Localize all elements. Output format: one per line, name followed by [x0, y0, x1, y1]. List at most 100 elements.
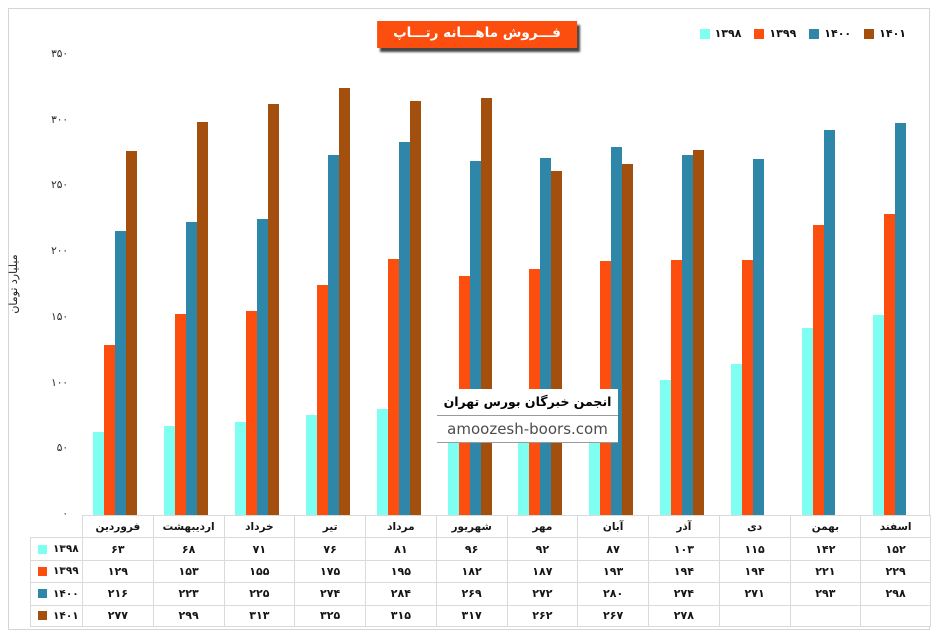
legend-swatch	[754, 28, 765, 39]
bar-group-1	[151, 55, 222, 515]
bar-group-2	[222, 55, 293, 515]
bar	[235, 421, 247, 515]
bar	[447, 388, 459, 515]
bar	[823, 129, 835, 515]
table-cell: ۲۷۴	[648, 582, 719, 605]
bar-group-8	[647, 55, 718, 515]
table-cell: ۸۷	[577, 537, 648, 560]
legend-swatch	[809, 28, 820, 39]
bar	[398, 141, 410, 515]
bar	[730, 363, 742, 515]
bar	[257, 219, 269, 515]
table-cell: ۳۱۵	[365, 604, 436, 627]
bar	[741, 260, 753, 515]
bar	[611, 147, 623, 515]
bar	[752, 158, 764, 515]
bar-group-0	[80, 55, 151, 515]
bar	[246, 311, 258, 515]
y-tick-label: ۰	[62, 508, 68, 520]
bar-group-6	[505, 55, 576, 515]
table-cell: ۱۸۲	[435, 559, 507, 583]
table-cell: ۲۷۲	[506, 582, 578, 605]
bar	[268, 103, 280, 515]
bar	[622, 164, 634, 515]
y-tick-label: ۱۰۰	[51, 376, 68, 389]
table-cell: ۹۶	[435, 537, 507, 560]
table-cell: ۸۱	[365, 537, 436, 560]
legend: ۱۳۹۸ ۱۳۹۹ ۱۴۰۰ ۱۴۰۱	[699, 27, 906, 40]
bar-group-11	[859, 55, 930, 515]
table-cell: ۷۱	[223, 537, 295, 560]
table-cell: ۹۲	[506, 537, 578, 560]
table-header-month: مهر	[506, 515, 578, 538]
legend-swatch	[699, 28, 710, 39]
table-corner	[30, 515, 82, 537]
bar-group-9	[717, 55, 788, 515]
bar	[600, 261, 612, 515]
watermark-line1: انجمن خبرگان بورس تهران	[443, 394, 612, 409]
table-cell: ۱۹۴	[718, 559, 790, 583]
bar	[872, 315, 884, 515]
table-cell: ۱۰۳	[648, 537, 719, 560]
legend-item-0: ۱۳۹۸	[699, 27, 742, 40]
bar	[338, 87, 350, 515]
table-cell: ۶۳	[82, 537, 153, 560]
chart-frame	[8, 8, 930, 630]
y-tick-label: ۵۰	[56, 442, 68, 455]
bar	[305, 415, 317, 515]
table-cell: ۲۷۷	[82, 604, 153, 627]
legend-label: ۱۳۹۸	[714, 27, 742, 40]
legend-item-1: ۱۳۹۹	[754, 27, 796, 40]
bar	[175, 313, 187, 515]
bar	[409, 101, 421, 515]
table-cell: ۱۲۹	[82, 559, 153, 583]
watermark: انجمن خبرگان بورس تهران amoozesh-boors.c…	[437, 389, 618, 443]
table-cell: ۲۲۳	[152, 582, 224, 605]
table-cell: ۲۹۹	[152, 604, 224, 627]
series-color-swatch	[38, 611, 47, 621]
series-color-swatch	[38, 544, 47, 554]
table-header-month: شهریور	[435, 515, 507, 538]
table-cell: ۱۱۵	[718, 537, 790, 560]
table-cell: ۲۶۷	[577, 604, 648, 627]
plot-area	[80, 55, 930, 515]
bar	[693, 149, 705, 515]
table-cell: ۳۱۳	[223, 604, 295, 627]
y-tick-label: ۲۵۰	[51, 179, 68, 192]
table-cell	[860, 604, 931, 627]
table-row-key: ۱۳۹۹	[30, 559, 82, 583]
table-header-month: بهمن	[789, 515, 861, 538]
table-cell: ۱۹۴	[648, 559, 719, 583]
table-header-month: تیر	[294, 515, 365, 538]
bar	[812, 224, 824, 515]
table-cell: ۷۶	[294, 537, 365, 560]
table-cell: ۲۸۴	[365, 582, 436, 605]
table-cell: ۱۴۲	[789, 537, 861, 560]
bar	[671, 260, 683, 515]
bar	[480, 98, 492, 515]
bar	[327, 154, 339, 515]
table-cell: ۳۱۷	[435, 604, 507, 627]
bar-group-7	[576, 55, 647, 515]
table-cell: ۲۷۴	[294, 582, 365, 605]
table-header-month: اسفند	[860, 515, 931, 538]
table-header-month: فروردین	[82, 515, 153, 538]
bar	[883, 214, 895, 515]
table-row-key: ۱۳۹۸	[30, 537, 82, 560]
data-table: فروردین اردیبهشت خرداد تیر مرداد شهریور مهر آبا…	[30, 515, 931, 627]
bar-group-5	[434, 55, 505, 515]
legend-swatch	[864, 28, 875, 39]
table-cell: ۲۸۰	[577, 582, 648, 605]
table-cell: ۱۹۵	[365, 559, 436, 583]
table-cell: ۲۷۸	[648, 604, 719, 627]
bar-group-4	[363, 55, 434, 515]
table-header-month: مرداد	[365, 515, 436, 538]
table-row-key: ۱۴۰۰	[30, 582, 82, 605]
bar	[164, 425, 176, 515]
bar	[469, 161, 481, 515]
table-header-month: اردیبهشت	[152, 515, 224, 538]
y-tick-label: ۳۵۰	[51, 48, 68, 60]
table-row-key: ۱۴۰۱	[30, 604, 82, 627]
table-cell: ۱۵۳	[152, 559, 224, 583]
